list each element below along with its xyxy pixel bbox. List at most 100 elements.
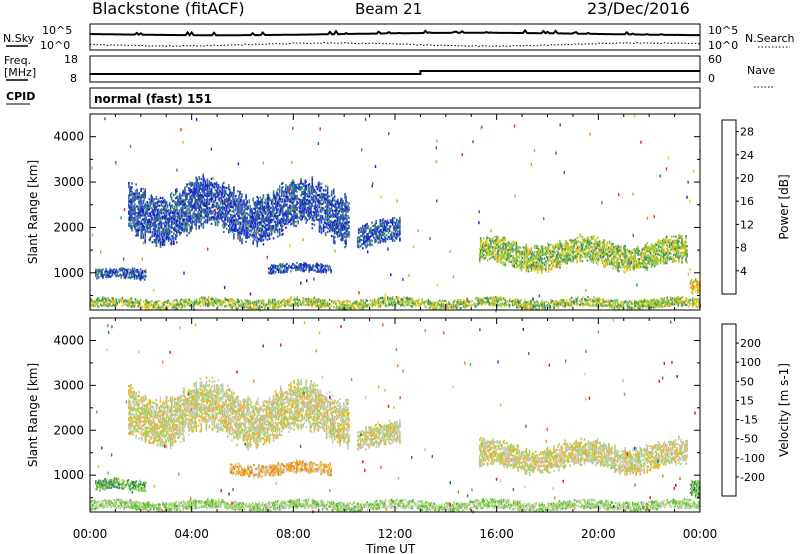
echo-cell — [609, 254, 611, 258]
echo-cell — [184, 206, 186, 210]
echo-cell — [203, 192, 206, 195]
echo-cell — [164, 204, 167, 207]
echo-cell — [228, 188, 230, 191]
echo-cell — [386, 221, 389, 224]
echo-cell — [289, 210, 291, 213]
echo-cell — [371, 244, 373, 247]
echo-cell — [366, 222, 368, 225]
echo-cell — [501, 249, 503, 252]
echo-cell — [197, 190, 199, 193]
echo-cell — [494, 248, 496, 251]
echo-cell — [155, 240, 158, 243]
echo-cell — [281, 225, 283, 228]
echo-cell — [217, 184, 220, 187]
echo-cell — [136, 269, 139, 272]
echo-cell — [165, 217, 168, 220]
echo-cell — [233, 192, 235, 195]
echo-cell — [639, 261, 642, 264]
echo-cell — [513, 259, 515, 262]
echo-cell — [299, 205, 301, 208]
echo-cell — [611, 259, 613, 262]
echo-cell — [283, 217, 285, 220]
echo-cell — [607, 255, 609, 258]
echo-cell — [137, 220, 139, 223]
echo-cell — [200, 212, 203, 215]
echo-cell — [136, 277, 139, 280]
echo-cell — [532, 261, 535, 264]
echo-cell — [361, 228, 363, 231]
echo-cell — [318, 193, 321, 196]
echo-cell — [311, 227, 314, 230]
echo-cell — [587, 238, 590, 241]
echo-cell — [300, 267, 302, 270]
echo-cell — [311, 202, 314, 205]
echo-cell — [167, 223, 170, 226]
echo-cell — [505, 255, 507, 258]
echo-cell — [196, 217, 198, 220]
echo-cell — [595, 243, 598, 246]
echo-cell — [225, 192, 228, 196]
echo-cell — [256, 218, 259, 221]
echo-cell — [141, 212, 143, 215]
echo-cell — [519, 266, 522, 270]
echo-cell — [626, 267, 628, 270]
echo-cell — [231, 226, 233, 229]
echo-cell — [132, 199, 134, 202]
echo-cell — [282, 271, 284, 274]
echo-cell — [291, 222, 293, 225]
echo-cell — [204, 215, 207, 218]
echo-cell — [183, 230, 185, 233]
echo-cell — [206, 221, 209, 224]
echo-cell — [162, 238, 165, 241]
echo-cell — [161, 229, 164, 232]
echo-cell — [370, 243, 372, 246]
echo-cell — [606, 259, 608, 262]
echo-cell — [257, 211, 260, 214]
echo-cell — [140, 189, 142, 193]
echo-cell — [304, 201, 306, 204]
echo-cell — [173, 238, 175, 241]
echo-cell — [106, 272, 108, 275]
echo-cell — [105, 275, 107, 279]
echo-cell — [513, 263, 515, 266]
echo-cell — [216, 189, 219, 192]
echo-cell — [277, 218, 280, 221]
echo-cell — [623, 248, 625, 251]
echo-cell — [559, 260, 561, 263]
echo-cell — [503, 248, 505, 251]
echo-cell — [208, 190, 211, 193]
echo-cell — [254, 207, 257, 210]
echo-cell — [246, 216, 248, 219]
echo-cell — [281, 217, 283, 220]
echo-cell — [489, 257, 491, 260]
echo-cell — [166, 234, 169, 237]
echo-cell — [240, 210, 242, 213]
echo-cell — [138, 273, 141, 276]
echo-cell — [624, 265, 626, 268]
echo-cell — [330, 229, 333, 232]
echo-cell — [205, 213, 208, 216]
echo-cell — [308, 183, 311, 186]
echo-cell — [181, 208, 183, 211]
echo-cell — [185, 212, 187, 215]
echo-cell — [173, 214, 175, 217]
echo-cell — [589, 246, 592, 249]
echo-cell — [179, 221, 181, 224]
echo-cell — [312, 186, 315, 189]
echo-cell — [242, 218, 244, 221]
echo-cell — [517, 248, 520, 251]
echo-cell — [282, 182, 284, 185]
echo-cell — [492, 248, 494, 251]
echo-cell — [267, 204, 270, 207]
echo-cell — [346, 217, 348, 220]
echo-cell — [159, 245, 162, 248]
echo-cell — [530, 265, 533, 268]
echo-cell — [479, 241, 482, 244]
echo-cell — [229, 204, 231, 207]
echo-cell — [295, 265, 297, 268]
echo-cell — [230, 216, 232, 219]
echo-cell — [305, 192, 307, 196]
echo-cell — [517, 256, 520, 259]
echo-cell — [198, 208, 200, 211]
echo-cell — [489, 239, 491, 242]
